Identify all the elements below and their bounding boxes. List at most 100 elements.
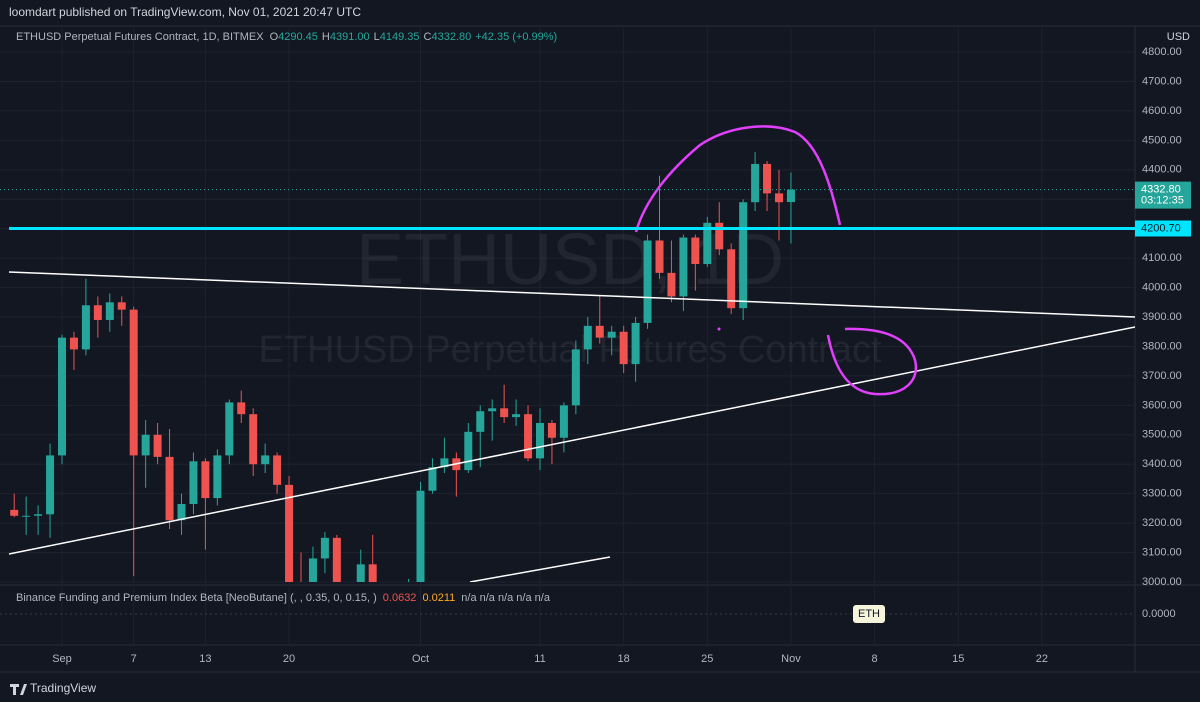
candle-body: [631, 322, 640, 365]
candle: [129, 306, 138, 577]
x-tick-label: Sep: [52, 653, 72, 665]
candle-body: [500, 408, 509, 418]
candle: [273, 452, 282, 494]
candle: [22, 496, 31, 535]
candle-body: [201, 461, 210, 499]
legend-value: 4332.80: [431, 31, 471, 43]
y-tick-label: 3500.00: [1142, 429, 1182, 441]
candle: [177, 493, 186, 535]
candle-body: [655, 240, 664, 273]
candle: [667, 240, 676, 303]
x-tick-label: 8: [872, 653, 878, 665]
candle-body: [763, 163, 772, 194]
candle: [488, 399, 497, 441]
candle: [643, 234, 652, 329]
legend-title: ETHUSD Perpetual Futures Contract, 1D, B…: [16, 31, 264, 43]
candle: [536, 408, 544, 471]
candle: [249, 408, 258, 477]
candle: [559, 402, 568, 453]
candle: [619, 325, 628, 373]
candle-body: [81, 305, 90, 350]
y-tick-label: 4600.00: [1142, 105, 1182, 117]
candle-body: [34, 514, 43, 516]
candle-body: [368, 564, 377, 582]
candle: [189, 452, 198, 515]
candle: [93, 296, 102, 338]
candle: [213, 449, 222, 506]
candle-body: [571, 349, 580, 406]
tag-box: [853, 605, 885, 623]
candle: [583, 317, 592, 365]
candle: [237, 390, 246, 424]
candle-body: [464, 431, 473, 471]
watermark-sub: ETHUSD Perpetual Futures Contract: [258, 329, 881, 371]
candle-body: [775, 193, 783, 203]
candle-body: [141, 434, 150, 456]
candle-body: [739, 202, 748, 309]
legend-key: C: [424, 31, 432, 43]
candle: [117, 296, 126, 326]
publish-header: loomdart published on TradingView.com, N…: [9, 5, 361, 19]
candle: [153, 423, 162, 465]
countdown: 03:12:35: [1141, 195, 1184, 207]
candle-body: [69, 337, 78, 350]
trend-line: [8, 271, 1135, 318]
candle: [500, 384, 509, 424]
y-tick-label: 3200.00: [1142, 517, 1182, 529]
brand: TradingView: [30, 681, 96, 695]
freehand-arc: [634, 125, 842, 233]
indicator-title: Binance Funding and Premium Index Beta […: [16, 592, 377, 604]
candle: [571, 340, 580, 415]
candle-body: [285, 484, 294, 582]
candle: [34, 505, 43, 535]
candle-body: [189, 461, 198, 504]
candle: [524, 405, 533, 462]
candle-body: [356, 564, 365, 582]
candle-body: [416, 490, 425, 582]
candle-body: [751, 163, 760, 203]
watermark: ETHUSD, 1D: [356, 220, 784, 300]
x-tick-label: 22: [1036, 653, 1048, 665]
candle: [105, 293, 114, 332]
y-tick-label: 4000.00: [1142, 281, 1182, 293]
candle: [46, 443, 55, 538]
y-tick-label: 4800.00: [1142, 46, 1182, 58]
candle-body: [105, 302, 114, 320]
legend-value: 4391.00: [330, 31, 370, 43]
candle: [201, 458, 210, 550]
candle-body: [703, 222, 712, 265]
candle-body: [153, 434, 162, 457]
y-tick-label: 3300.00: [1142, 488, 1182, 500]
candle-body: [536, 423, 544, 459]
y-tick-label: 3100.00: [1142, 546, 1182, 558]
candle-body: [512, 414, 521, 418]
indicator-legend: Binance Funding and Premium Index Beta […: [16, 592, 551, 604]
y-tick-label: 3700.00: [1142, 370, 1182, 382]
indicator-na: n/a n/a n/a n/a n/a: [461, 592, 551, 604]
x-tick-label: 11: [534, 653, 545, 665]
candle-body: [261, 455, 270, 465]
legend-value: 4290.45: [278, 31, 318, 43]
y-tick-label: 4700.00: [1142, 75, 1182, 87]
x-tick-label: 13: [199, 653, 211, 665]
candle: [786, 172, 795, 244]
y-tick-label: 3800.00: [1142, 340, 1182, 352]
drawings: [8, 125, 1135, 582]
candle-body: [547, 423, 556, 438]
candle-body: [595, 325, 604, 338]
currency: USD: [1167, 31, 1190, 43]
legend: ETHUSD Perpetual Futures Contract, 1D, B…: [16, 31, 557, 43]
candle: [368, 534, 377, 582]
tag: ETH: [858, 608, 880, 620]
trend-line: [8, 326, 1135, 555]
legend-change: +42.35 (+0.99%): [475, 31, 557, 43]
candle: [631, 317, 640, 382]
candle: [595, 296, 604, 344]
hline-label-box: [1135, 220, 1191, 237]
candle-body: [320, 537, 329, 559]
candle: [10, 493, 19, 518]
trend-line: [469, 556, 611, 582]
candle-body: [607, 331, 616, 338]
candle-body: [237, 402, 246, 415]
